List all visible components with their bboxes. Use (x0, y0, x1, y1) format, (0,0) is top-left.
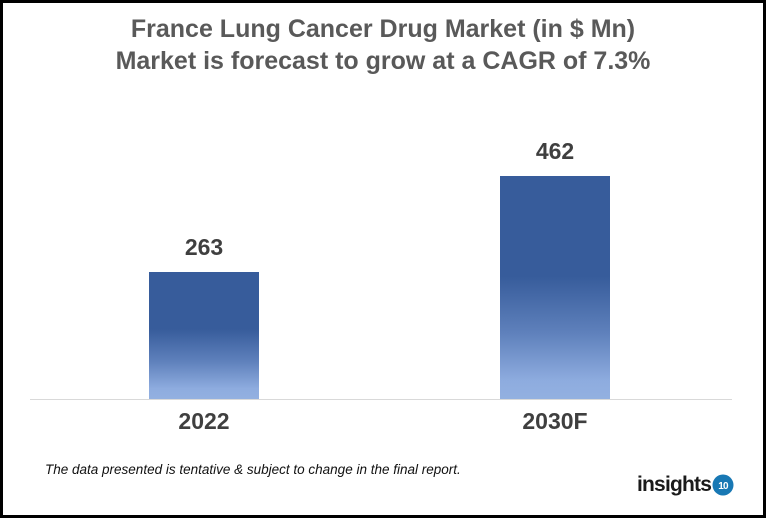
svg-text:10: 10 (718, 481, 729, 492)
